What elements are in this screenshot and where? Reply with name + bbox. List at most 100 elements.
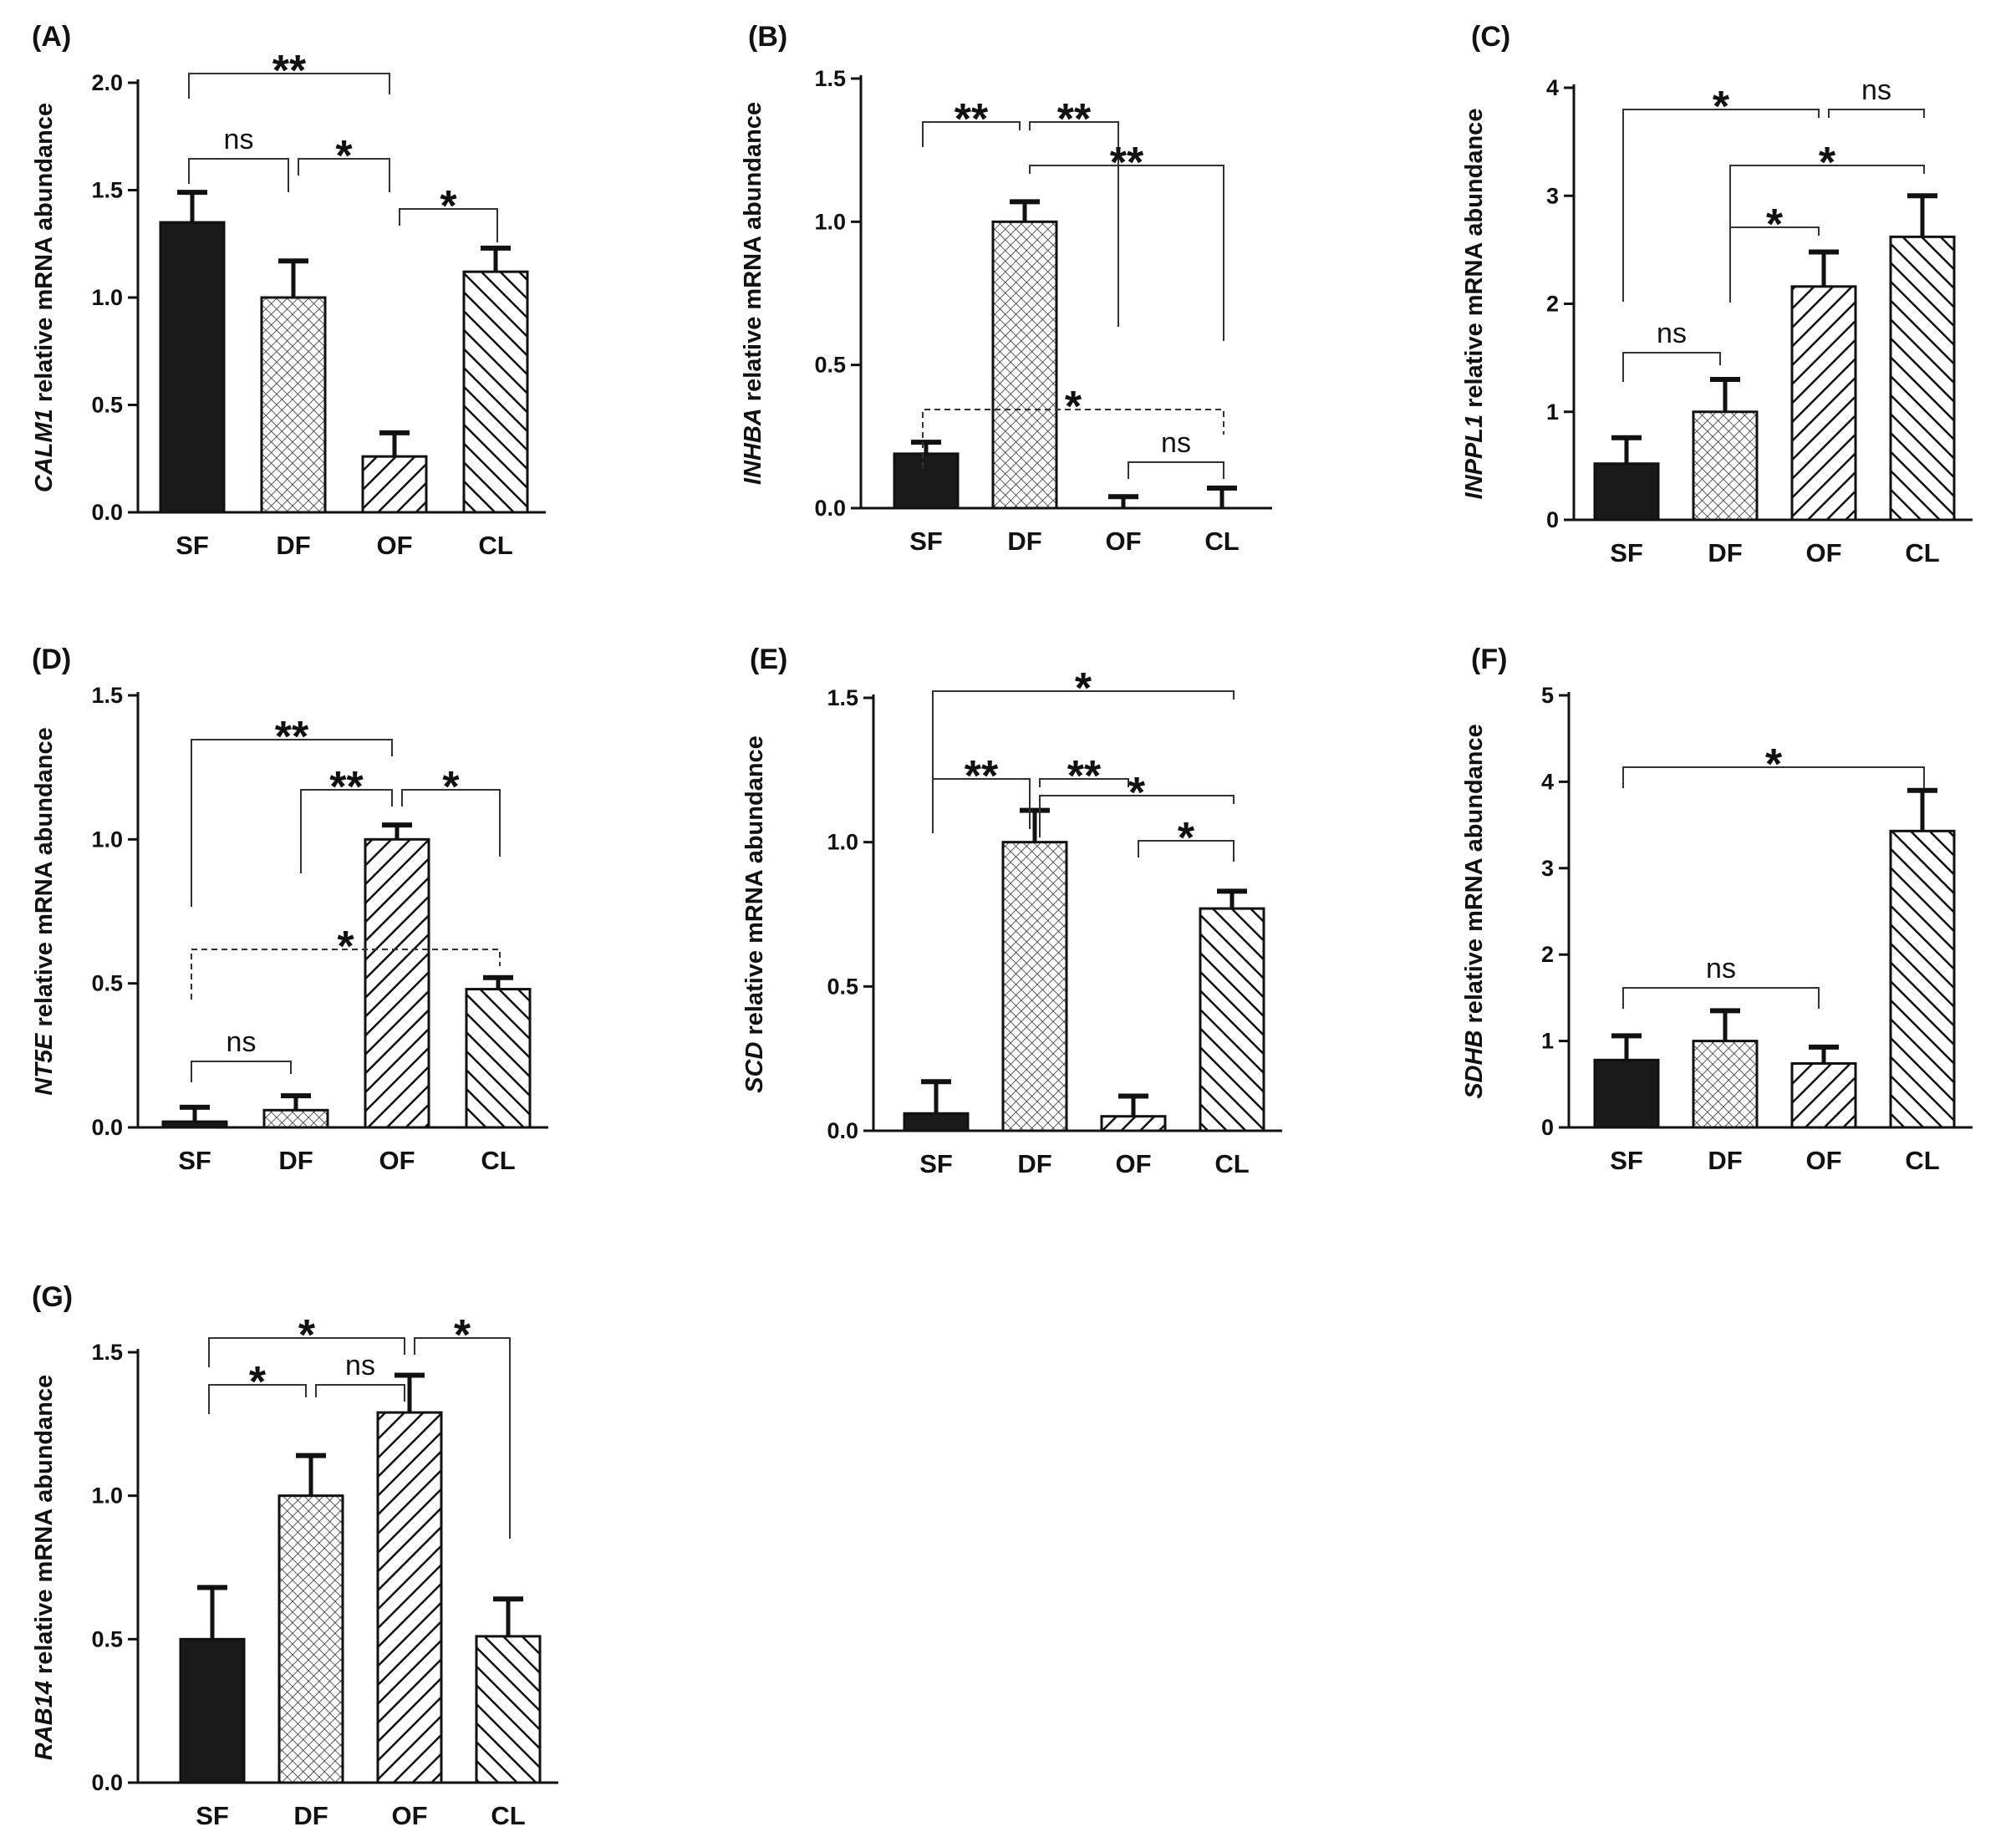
panel-d-significance-label: **	[329, 763, 364, 812]
panel-g-gene-name: RAB14	[31, 1681, 58, 1760]
panel-c-significance-label: ns	[1861, 74, 1891, 106]
panel-b-y-tick-label: 1.0	[814, 209, 846, 234]
panel-d-y-axis-title: NT5E relative mRNA abundance	[31, 727, 58, 1096]
panel-c-significance-label: *	[1766, 201, 1784, 249]
panel-g-significance-label: ns	[345, 1350, 375, 1381]
panel-c-y-tick-label: 3	[1546, 183, 1559, 208]
panel-f-significance-bracket	[1622, 766, 1925, 788]
panel-e-category-label: DF	[1017, 1149, 1051, 1178]
panel-a-bar-sf	[159, 221, 226, 514]
panel-b-significance-bracket	[922, 409, 1224, 468]
panel-e-significance-bracket	[932, 778, 1031, 829]
panel-d-bar-cl	[465, 988, 532, 1129]
panel-d-significance-label: *	[442, 763, 460, 812]
panel-e-significance-bracket	[1039, 778, 1129, 787]
panel-a-bar-of	[361, 455, 428, 514]
panel-c-bar-of	[1790, 285, 1857, 522]
panel-d-label: (D)	[32, 644, 71, 675]
panel-c-category-label: DF	[1708, 538, 1742, 567]
panel-f-y-tick-label: 0	[1541, 1115, 1554, 1140]
panel-a-significance-label: ns	[224, 124, 254, 155]
panel-b-y-axis-title: INHBA relative mRNA abundance	[740, 102, 766, 485]
panel-e-bar-sf	[903, 1112, 970, 1132]
panel-a-y-tick-label: 2.0	[91, 70, 123, 95]
panel-g-bar-of	[376, 1411, 443, 1784]
panel-b-significance-bracket	[1029, 121, 1119, 327]
panel-b-y-tick-label: 0.5	[814, 353, 846, 378]
panel-f-bar-df	[1692, 1040, 1759, 1129]
panel-c-significance-bracket	[1622, 109, 1820, 302]
panel-b-category-label: OF	[1105, 527, 1141, 556]
panel-e-y-axis-title: SCD relative mRNA abundance	[741, 735, 768, 1093]
panel-b-y-tick-label: 1.5	[814, 66, 846, 91]
panel-g-significance-bracket	[208, 1337, 405, 1367]
panel-b-significance-label: **	[955, 95, 989, 144]
panel-f-bar-cl	[1889, 829, 1956, 1129]
panel-b-significance-label: **	[1110, 139, 1144, 187]
panel-f-y-axis-title: SDHB relative mRNA abundance	[1461, 724, 1488, 1099]
panel-g-bar-cl	[475, 1635, 542, 1784]
panel-c-gene-name: INPPL1	[1461, 415, 1488, 500]
panel-c-y-tick-label: 0	[1546, 507, 1559, 532]
panel-a-gene-name: CALM1	[31, 409, 58, 492]
panel-d-significance-label: ns	[227, 1026, 257, 1058]
panel-c-y-axis-suffix: relative mRNA abundance	[1461, 109, 1488, 415]
panel-a-category-label: CL	[478, 531, 512, 560]
panel-b-y-axis-suffix: relative mRNA abundance	[740, 102, 766, 408]
panel-g: (G) RAB14 relative mRNA abundance 0.0 0.5 1.…	[31, 1281, 558, 1830]
panel-d-significance-label: **	[275, 713, 309, 761]
panel-d-gene-name: NT5E	[31, 1032, 58, 1096]
panel-a-significance-bracket	[188, 158, 289, 192]
panel-e-y-axis-suffix: relative mRNA abundance	[741, 735, 768, 1041]
panel-a-y-tick-label: 0.5	[91, 393, 123, 418]
panel-g-y-axis-suffix: relative mRNA abundance	[31, 1375, 58, 1681]
panel-c-label: (C)	[1471, 21, 1510, 53]
panel-e: (E) SCD relative mRNA abundance 0.0 0.5 1.0 1…	[741, 644, 1282, 1178]
panel-c-significance-label: *	[1819, 139, 1836, 187]
panel-f-y-tick-label: 3	[1541, 856, 1554, 881]
panel-d-y-tick-label: 1.5	[91, 683, 123, 708]
panel-a-category-label: OF	[376, 531, 412, 560]
panel-e-bar-of	[1100, 1115, 1167, 1132]
panel-d-significance-label: *	[337, 923, 354, 971]
panel-c: (C) INPPL1 relative mRNA abundance 0 1 2 3 4 SF…	[1461, 21, 1973, 567]
panel-c-y-tick-label: 4	[1546, 75, 1559, 100]
panel-f-y-tick-label: 5	[1541, 683, 1554, 708]
panel-g-y-tick-label: 1.5	[91, 1340, 123, 1365]
panel-g-significance-label: *	[454, 1311, 471, 1360]
panel-d-y-tick-label: 1.0	[91, 827, 123, 852]
panel-g-significance-label: *	[249, 1358, 267, 1407]
panel-e-y-tick-label: 1.5	[827, 685, 858, 710]
panel-f-category-label: SF	[1610, 1146, 1643, 1175]
panel-b-significance-label: ns	[1161, 427, 1191, 459]
panel-g-category-label: CL	[491, 1801, 525, 1830]
panel-d-significance-bracket	[191, 739, 393, 907]
panel-d: (D) NT5E relative mRNA abundance 0.0 0.5 1.0…	[31, 644, 548, 1175]
panel-d-bar-of	[364, 837, 430, 1129]
panel-e-label: (E)	[750, 644, 787, 675]
panel-c-y-axis-title: INPPL1 relative mRNA abundance	[1461, 109, 1488, 500]
panel-d-significance-bracket	[191, 1061, 292, 1082]
panel-g-significance-bracket	[414, 1337, 511, 1539]
panel-a-label: (A)	[32, 21, 71, 53]
panel-f-y-tick-label: 4	[1541, 769, 1554, 794]
panel-a-bar-cl	[462, 270, 529, 514]
panel-e-significance-bracket	[1138, 840, 1235, 862]
panel-d-y-axis-suffix: relative mRNA abundance	[31, 727, 58, 1033]
panel-g-significance-bracket	[208, 1384, 307, 1414]
panel-a-significance-label: **	[272, 47, 307, 95]
panel-c-y-tick-label: 2	[1546, 292, 1559, 317]
panel-f-significance-bracket	[1622, 987, 1820, 1009]
panel-e-category-label: OF	[1115, 1149, 1151, 1178]
panel-b-significance-bracket	[1029, 165, 1224, 341]
panel-b-bar-df	[991, 220, 1058, 510]
panel-g-category-label: SF	[196, 1801, 229, 1830]
panel-a-significance-label: *	[335, 132, 353, 181]
panel-c-significance-label: *	[1713, 83, 1730, 131]
panel-f-bar-of	[1790, 1061, 1857, 1129]
panel-f-category-label: OF	[1805, 1146, 1841, 1175]
panel-b: (B) INHBA relative mRNA abundance 0.0 0.5 1.…	[740, 21, 1272, 556]
panel-e-significance-bracket	[1039, 795, 1235, 837]
panel-a-y-tick-label: 0.0	[91, 500, 123, 525]
